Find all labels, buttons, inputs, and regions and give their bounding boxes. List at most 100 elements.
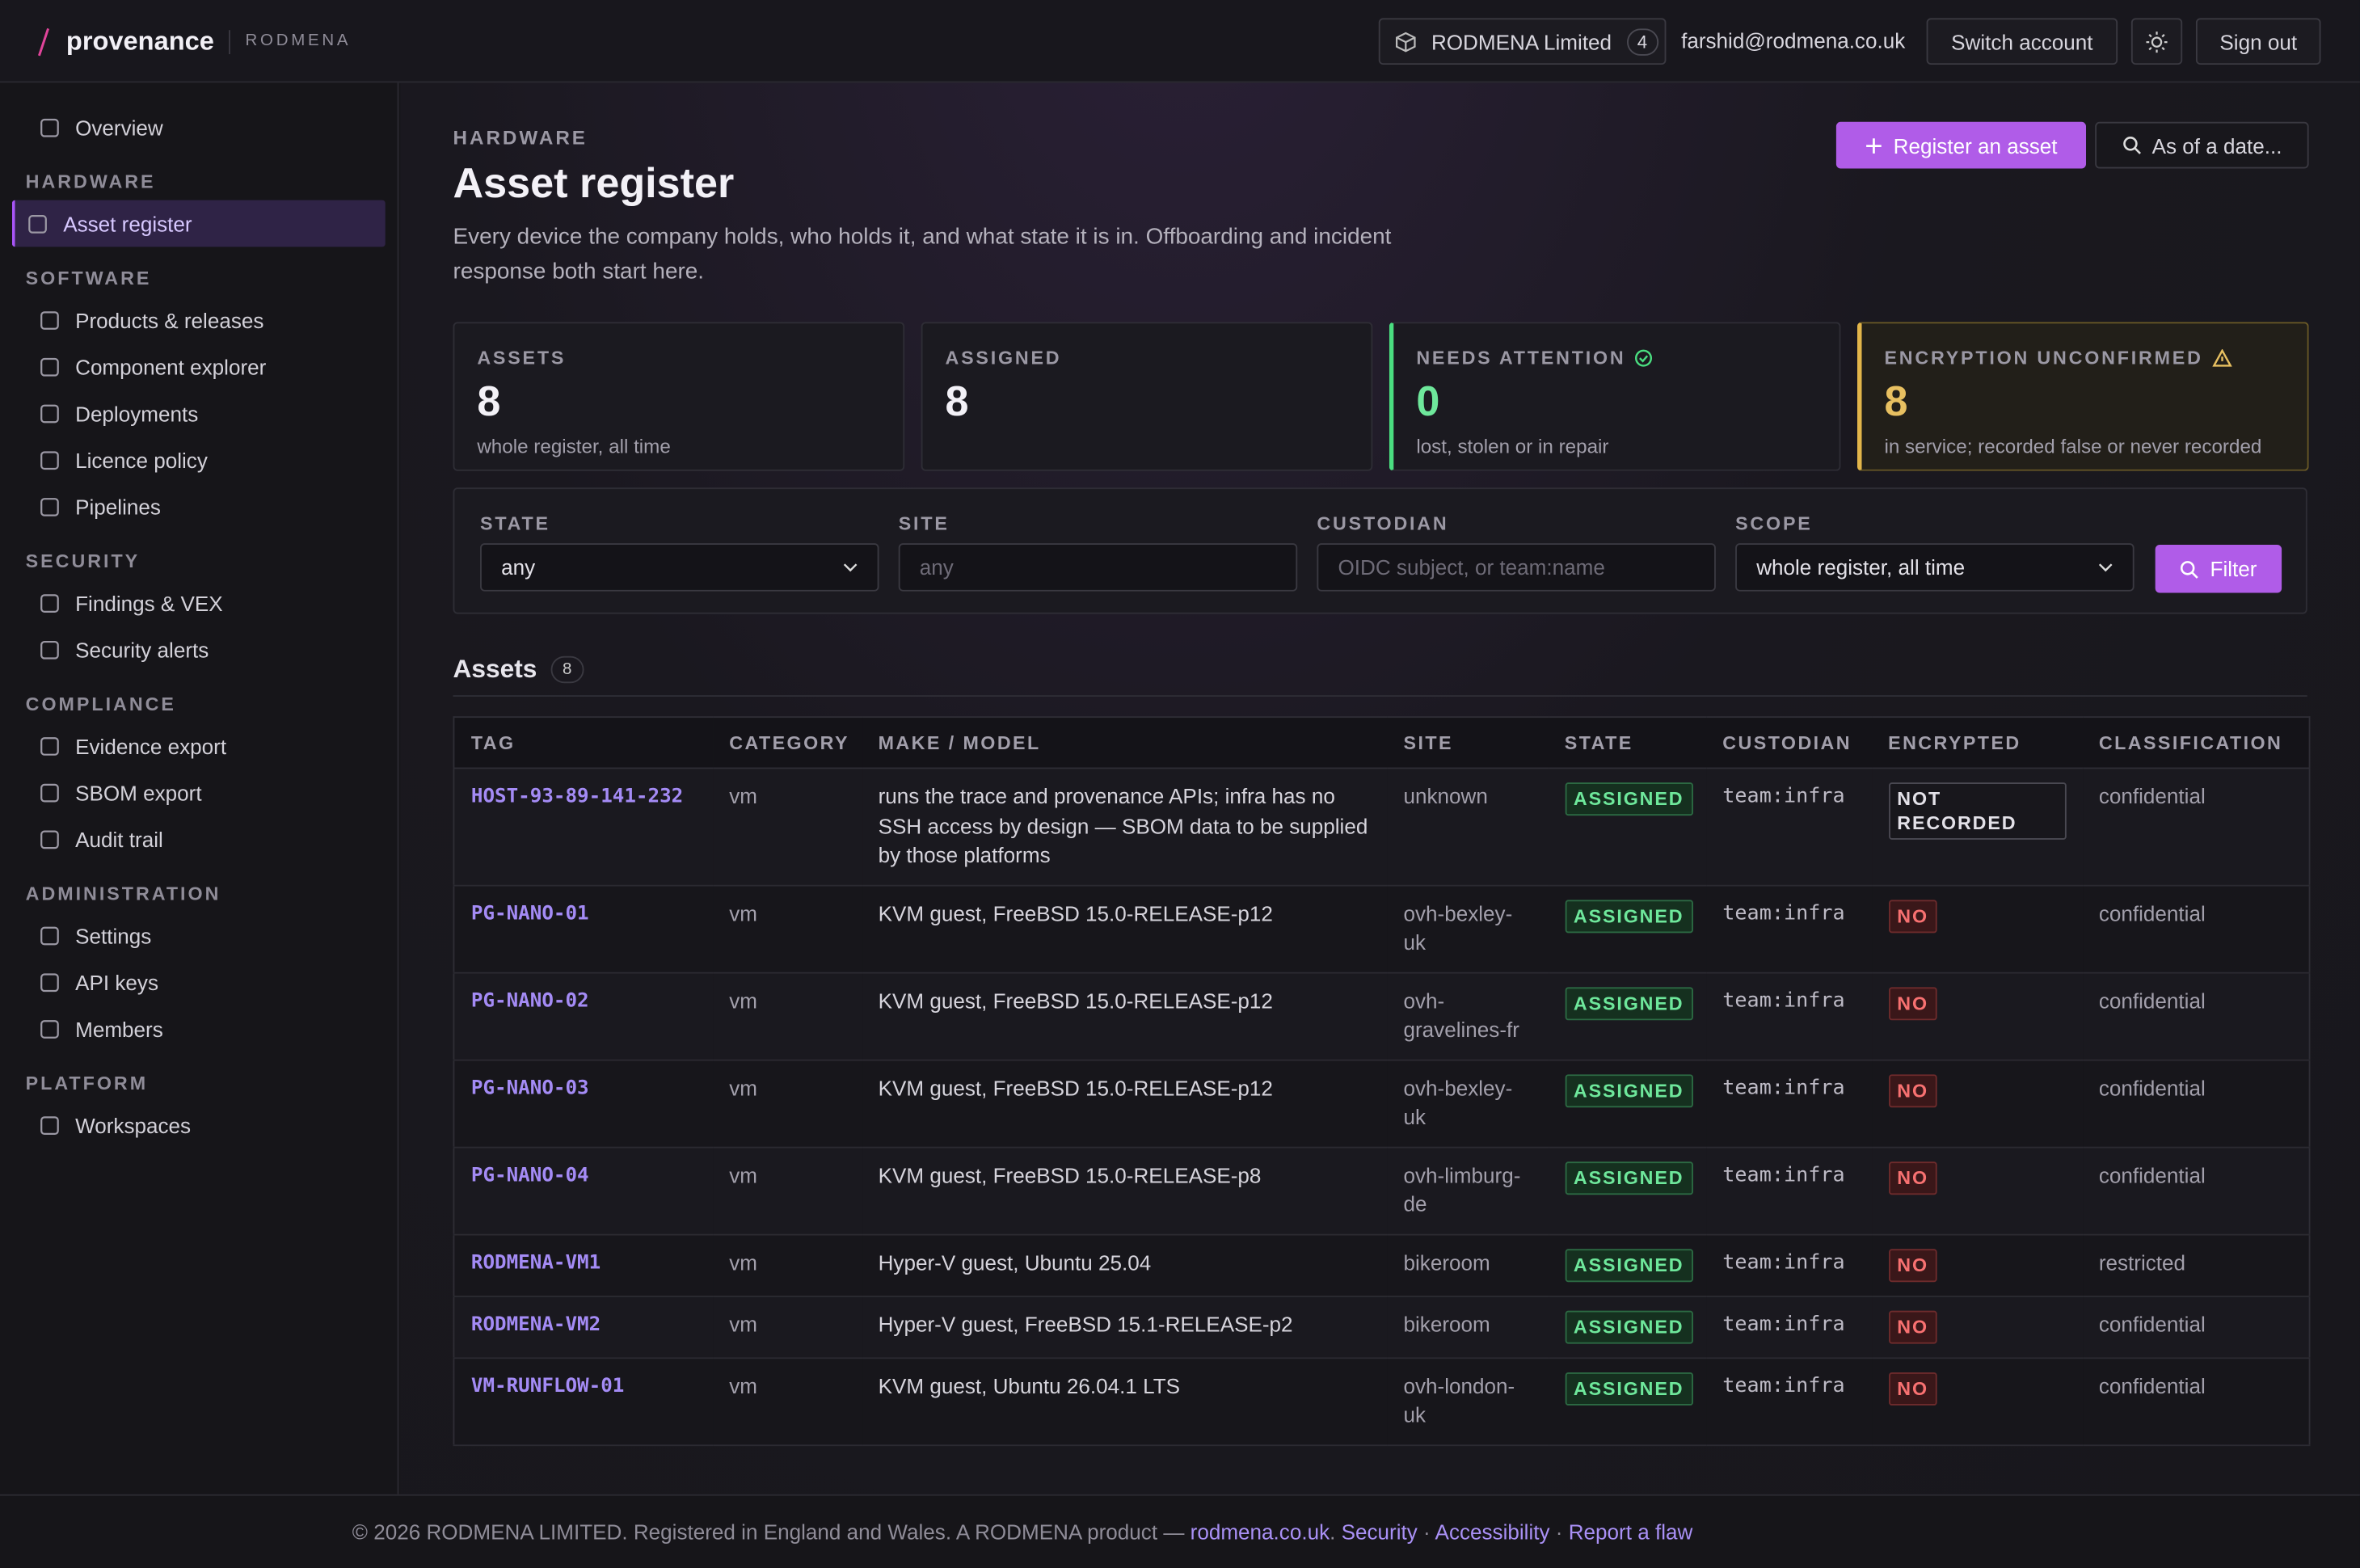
column-header: MAKE / MODEL xyxy=(862,717,1388,769)
nav-section-title: HARDWARE xyxy=(25,171,156,193)
nav-section-title: SECURITY xyxy=(25,550,141,572)
separator: · xyxy=(1555,1520,1563,1545)
switch-account[interactable]: Switch account xyxy=(1926,18,2118,65)
nav-item[interactable]: Findings & VEX xyxy=(12,580,386,626)
nav-item[interactable]: Overview xyxy=(12,103,386,150)
nav-icon xyxy=(40,403,59,423)
select[interactable]: any xyxy=(480,543,879,592)
nav-item[interactable]: Deployments xyxy=(12,390,386,436)
stat-note: whole register, all time xyxy=(477,435,671,457)
warn-icon xyxy=(2211,348,2232,367)
nav-icon xyxy=(40,497,59,516)
cell: team:infra xyxy=(1705,884,1872,973)
state-badge: ASSIGNED xyxy=(1564,782,1693,816)
asset-tag[interactable]: PG-NANO-02 xyxy=(470,989,589,1013)
nav-item[interactable]: Asset register xyxy=(11,200,386,247)
theme-toggle[interactable] xyxy=(2130,18,2183,65)
nav-item[interactable]: Audit trail xyxy=(12,816,386,862)
assets-heading: Assets 8 xyxy=(453,655,584,685)
stat-label-row: ASSETS xyxy=(477,348,880,369)
encrypted-badge: NO xyxy=(1888,986,1938,1020)
column-header: TAG xyxy=(453,717,713,769)
cell: bikeroom xyxy=(1387,1233,1549,1296)
select-value: any xyxy=(501,555,536,580)
nav-item[interactable]: Settings xyxy=(12,912,386,959)
cell: team:infra xyxy=(1705,1146,1872,1235)
asset-tag[interactable]: RODMENA-VM1 xyxy=(470,1251,601,1275)
nav-item[interactable]: Members xyxy=(12,1005,386,1052)
cell: team:infra xyxy=(1705,1233,1872,1296)
cell: vm xyxy=(712,1059,862,1148)
cell: KVM guest, Ubuntu 26.04.1 LTS xyxy=(862,1357,1388,1446)
column-header: CATEGORY xyxy=(712,717,862,769)
ok-icon xyxy=(1635,349,1653,367)
nav-label: Evidence export xyxy=(75,733,227,758)
filter-button[interactable]: Filter xyxy=(2155,544,2282,593)
brand[interactable]: provenance xyxy=(65,25,214,56)
asset-tag[interactable]: RODMENA-VM2 xyxy=(470,1313,601,1336)
table-row: RODMENA-VM2 vm Hyper-V guest, FreeBSD 15.1… xyxy=(453,1296,2310,1359)
table-row: PG-NANO-04 vm KVM guest, FreeBSD 15.0-RELE… xyxy=(453,1146,2310,1235)
select[interactable]: whole register, all time xyxy=(1735,543,2135,592)
nav-item[interactable]: Security alerts xyxy=(12,626,386,673)
asset-tag[interactable]: PG-NANO-01 xyxy=(470,902,589,925)
nav-icon xyxy=(40,972,59,992)
stat-card: NEEDS ATTENTION 0 lost, stolen or in rep… xyxy=(1389,322,1841,471)
nav-icon xyxy=(40,450,59,470)
state-badge: ASSIGNED xyxy=(1564,1161,1693,1195)
nav-item[interactable]: SBOM export xyxy=(12,769,386,816)
cell: team:infra xyxy=(1705,1357,1872,1446)
nav-label: Audit trail xyxy=(75,827,163,851)
nav-icon xyxy=(40,117,59,137)
cell: confidential xyxy=(2082,1059,2310,1148)
asset-table: TAG CATEGORY MAKE / MODEL SITE STATE CUSTODIA… xyxy=(453,716,2311,1446)
stat-value: 0 xyxy=(1416,377,1440,425)
nav-label: Deployments xyxy=(75,401,199,425)
cell: bikeroom xyxy=(1387,1296,1549,1359)
cell: vm xyxy=(712,1296,862,1359)
nav-icon xyxy=(28,214,47,233)
as-of-date[interactable]: As of a date... xyxy=(2095,121,2309,169)
asset-tag[interactable]: HOST-93-89-141-232 xyxy=(470,785,684,808)
nav-item[interactable]: Products & releases xyxy=(12,297,386,344)
cell: Hyper-V guest, Ubuntu 25.04 xyxy=(862,1233,1388,1296)
nav-item[interactable]: Evidence export xyxy=(12,723,386,769)
cell: ovh-bexley-uk xyxy=(1387,884,1549,973)
asset-tag[interactable]: PG-NANO-04 xyxy=(470,1164,589,1187)
icon xyxy=(2146,31,2168,53)
asset-tag[interactable]: VM-RUNFLOW-01 xyxy=(470,1374,625,1397)
text-input[interactable]: any xyxy=(898,543,1298,592)
nav-item[interactable]: Component explorer xyxy=(12,343,386,390)
nav-label: Settings xyxy=(75,923,152,948)
nav-icon xyxy=(40,1019,59,1038)
cell: ASSIGNED xyxy=(1548,1146,1706,1235)
stat-note: lost, stolen or in repair xyxy=(1416,435,1609,457)
cell: NO xyxy=(1871,1059,2083,1148)
footer-link[interactable]: Report a flaw xyxy=(1568,1520,1693,1545)
table-row: VM-RUNFLOW-01 vm KVM guest, Ubuntu 26.04.1… xyxy=(453,1357,2310,1446)
asset-tag[interactable]: PG-NANO-03 xyxy=(470,1077,589,1100)
nav-item[interactable]: Licence policy xyxy=(12,436,386,483)
nav-icon xyxy=(40,640,59,659)
section-title: Assets xyxy=(453,654,537,684)
text-input[interactable]: OIDC subject, or team:name xyxy=(1317,543,1716,592)
footer-link[interactable]: Security xyxy=(1341,1520,1418,1545)
nav-item[interactable]: Pipelines xyxy=(12,483,386,530)
stat-label: ASSIGNED xyxy=(945,348,1062,369)
nav-item[interactable]: API keys xyxy=(12,959,386,1005)
register-asset[interactable]: Register an asset xyxy=(1835,121,2087,169)
icon xyxy=(1866,137,1882,153)
select-value: whole register, all time xyxy=(1756,555,1966,580)
account-switcher[interactable]: RODMENA Limited 4 xyxy=(1378,18,1667,65)
sign-out[interactable]: Sign out xyxy=(2195,18,2321,65)
state-badge: ASSIGNED xyxy=(1564,1073,1693,1107)
nav-label: Members xyxy=(75,1016,163,1041)
state-badge: ASSIGNED xyxy=(1564,1248,1693,1282)
cell: ovh-bexley-uk xyxy=(1387,1059,1549,1148)
nav-item[interactable]: Workspaces xyxy=(12,1102,386,1149)
footer-link[interactable]: rodmena.co.uk xyxy=(1190,1520,1330,1545)
footer-link[interactable]: Accessibility xyxy=(1435,1520,1550,1545)
cell: KVM guest, FreeBSD 15.0-RELEASE-p8 xyxy=(862,1146,1388,1235)
